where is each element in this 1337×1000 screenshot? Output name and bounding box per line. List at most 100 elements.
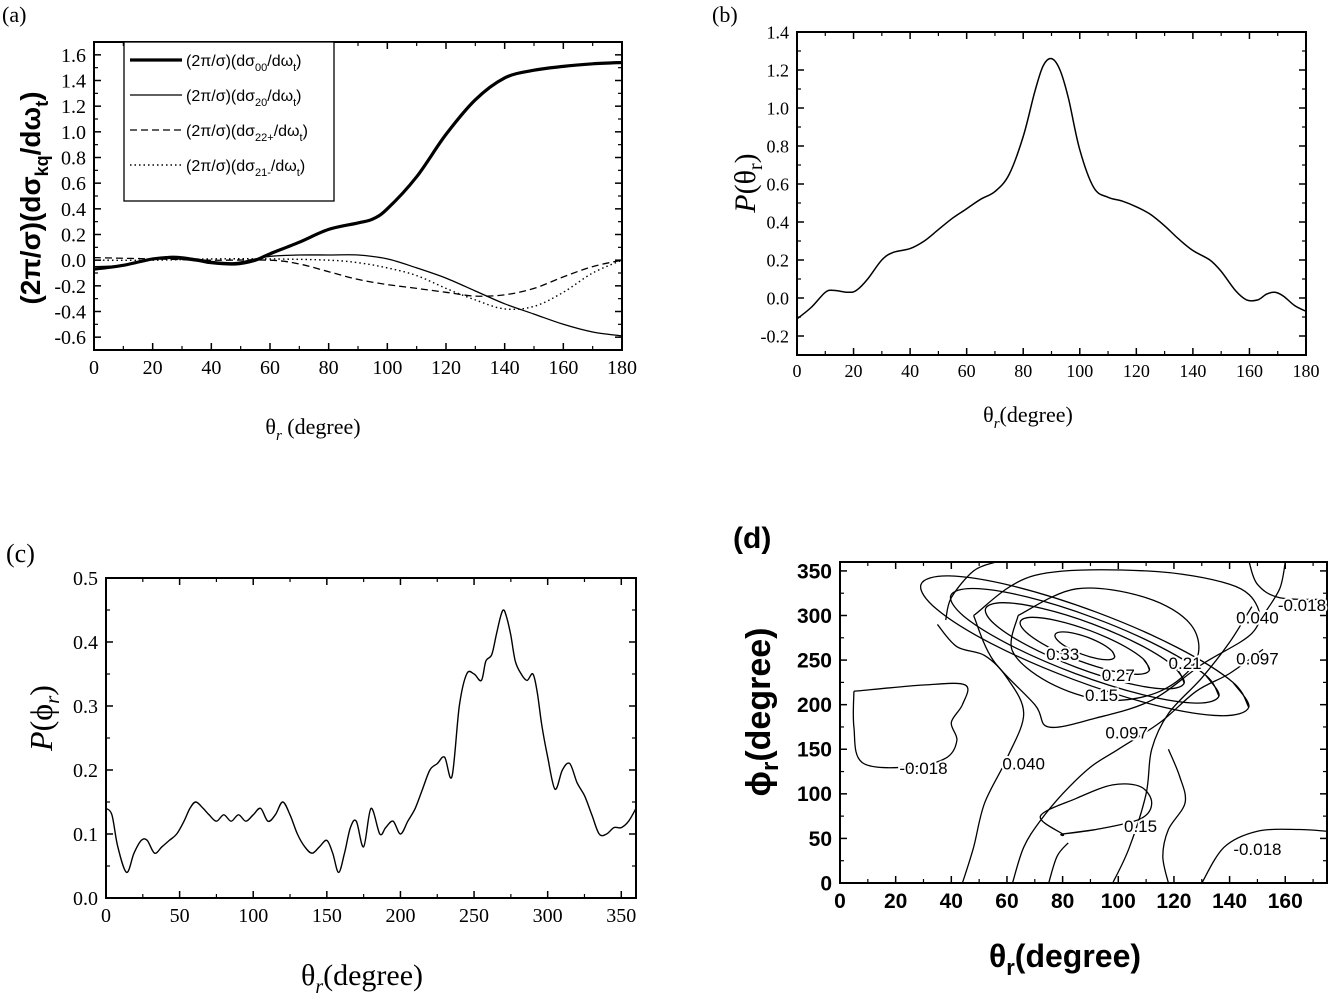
x-tick-label: 0 [89,357,99,379]
y-tick-label: 300 [797,605,832,628]
y-tick-label: 0.0 [73,888,98,910]
contour-label: 0.33 [1046,645,1079,664]
contour-label: 0.040 [1236,608,1279,627]
contour-line [936,623,1025,883]
y-tick-label: 0.6 [61,173,86,195]
y-tick-label: -0.2 [54,276,86,298]
panel-label: (a) [2,2,26,27]
contour-line [1054,631,1116,661]
y-tick-label: 0.4 [73,632,98,654]
x-tick-label: 120 [1156,890,1191,913]
x-tick-label: 40 [901,361,919,381]
y-tick-label: 150 [797,739,832,762]
contour-label: 0.097 [1105,723,1148,742]
contour-line [1248,562,1327,601]
x-axis-title: θr(degree) [989,938,1141,980]
contour-line [984,602,1185,690]
x-tick-label: 200 [385,905,415,927]
x-axis-title: θr(degree) [301,959,423,998]
chart-panel-d: 0 20 40 60 80 100 120 140 160 0 50 100 150 200 250 300 3… [733,522,1328,980]
contour-line [1011,648,1264,883]
contour-lines [852,562,1327,883]
x-tick-label: 0 [101,905,111,927]
x-tick-label: 20 [884,890,907,913]
panel-label: (d) [733,522,771,555]
x-tick-label: 100 [1066,361,1093,381]
x-tick-label: 60 [260,357,280,379]
legend-label: (2π/σ)(dσ20/dωt) [186,88,302,109]
x-axis-title: θr(degree) [983,402,1073,432]
y-tick-label: 1.0 [61,122,86,144]
x-tick-label: 180 [607,357,637,379]
contour-line [1262,562,1286,616]
contour-label: 0.15 [1085,686,1118,705]
x-axis-title: θr (degree) [265,414,360,444]
contour-line [1112,606,1253,883]
legend-box [123,41,335,202]
legend: (2π/σ)(dσ00/dωt) (2π/σ)(dσ20/dωt) (2π/σ)(d… [123,41,335,202]
x-tick-label: 20 [845,361,863,381]
y-axis-title: (2π/σ)(dσkq/dωt) [15,91,52,304]
y-tick-label: 0.6 [767,174,790,194]
y-tick-label: 0.4 [767,212,790,232]
contour-line [949,587,1220,704]
contour-line [1201,828,1327,883]
y-tick-label: 350 [797,560,832,583]
y-tick-label: -0.4 [54,302,86,324]
x-tick-label: 140 [1179,361,1206,381]
x-tick-label: 50 [170,905,190,927]
contour-line [1010,587,1200,702]
y-tick-label: 0.2 [767,250,790,270]
contour-line [1162,749,1187,883]
panel-label: (b) [712,2,738,27]
contour-label: 0.097 [1236,649,1279,668]
x-tick-label: 120 [431,357,461,379]
series-line [93,256,623,297]
y-tick-label: 1.4 [767,22,790,42]
contour-line [1019,616,1151,675]
contour-label: -0.018 [1278,596,1326,615]
y-tick-label: 0.2 [61,225,86,247]
chart-panel-c: 0 50 100 150 200 250 300 350 0.0 0.1 0.2 0.3 0.4 0.5 (… [6,539,637,998]
y-tick-label: 50 [809,828,832,851]
plot-frame [105,577,637,899]
y-tick-label: 0 [820,872,832,895]
x-tick-label: 160 [1236,361,1263,381]
contour-line [973,569,1261,729]
x-tick-label: 120 [1123,361,1150,381]
x-tick-label: 350 [606,905,636,927]
x-tick-label: 250 [459,905,489,927]
y-tick-label: 0.0 [61,250,86,272]
y-axis-title: ϕr(degree) [740,628,784,797]
y-axis-title: P(ϕr) [23,685,64,752]
contour-label: 0.040 [1002,755,1045,774]
x-tick-label: 60 [995,890,1018,913]
y-tick-label: 0.2 [73,760,98,782]
x-tick-label: 100 [238,905,268,927]
x-tick-label: 40 [201,357,221,379]
x-tick-label: 150 [312,905,342,927]
y-tick-label: 200 [797,694,832,717]
series-line [105,609,637,874]
contour-label: 0.15 [1124,817,1157,836]
plot-frame [839,561,1328,884]
contour-line [919,575,1250,717]
y-tick-label: 1.6 [61,45,86,67]
x-tick-label: 140 [1212,890,1247,913]
series-line [93,258,623,311]
contour-label: -0.018 [1233,840,1281,859]
x-tick-label: 300 [533,905,563,927]
chart-panel-b: 0 20 40 60 80 100 120 140 160 180 -0.2 0.0 0.2 0.4 0.6… [712,2,1320,432]
legend-label: (2π/σ)(dσ22+/dωt) [186,123,308,144]
contour-label: 0.21 [1169,654,1202,673]
contour-line [1039,783,1153,837]
y-tick-label: 0.8 [767,136,790,156]
x-tick-label: 140 [490,357,520,379]
x-tick-label: 80 [319,357,339,379]
contour-label: 0.27 [1102,666,1135,685]
series-line [93,254,623,337]
contour-label: -0.018 [899,759,947,778]
series-line [93,60,623,271]
x-tick-label: 40 [940,890,963,913]
